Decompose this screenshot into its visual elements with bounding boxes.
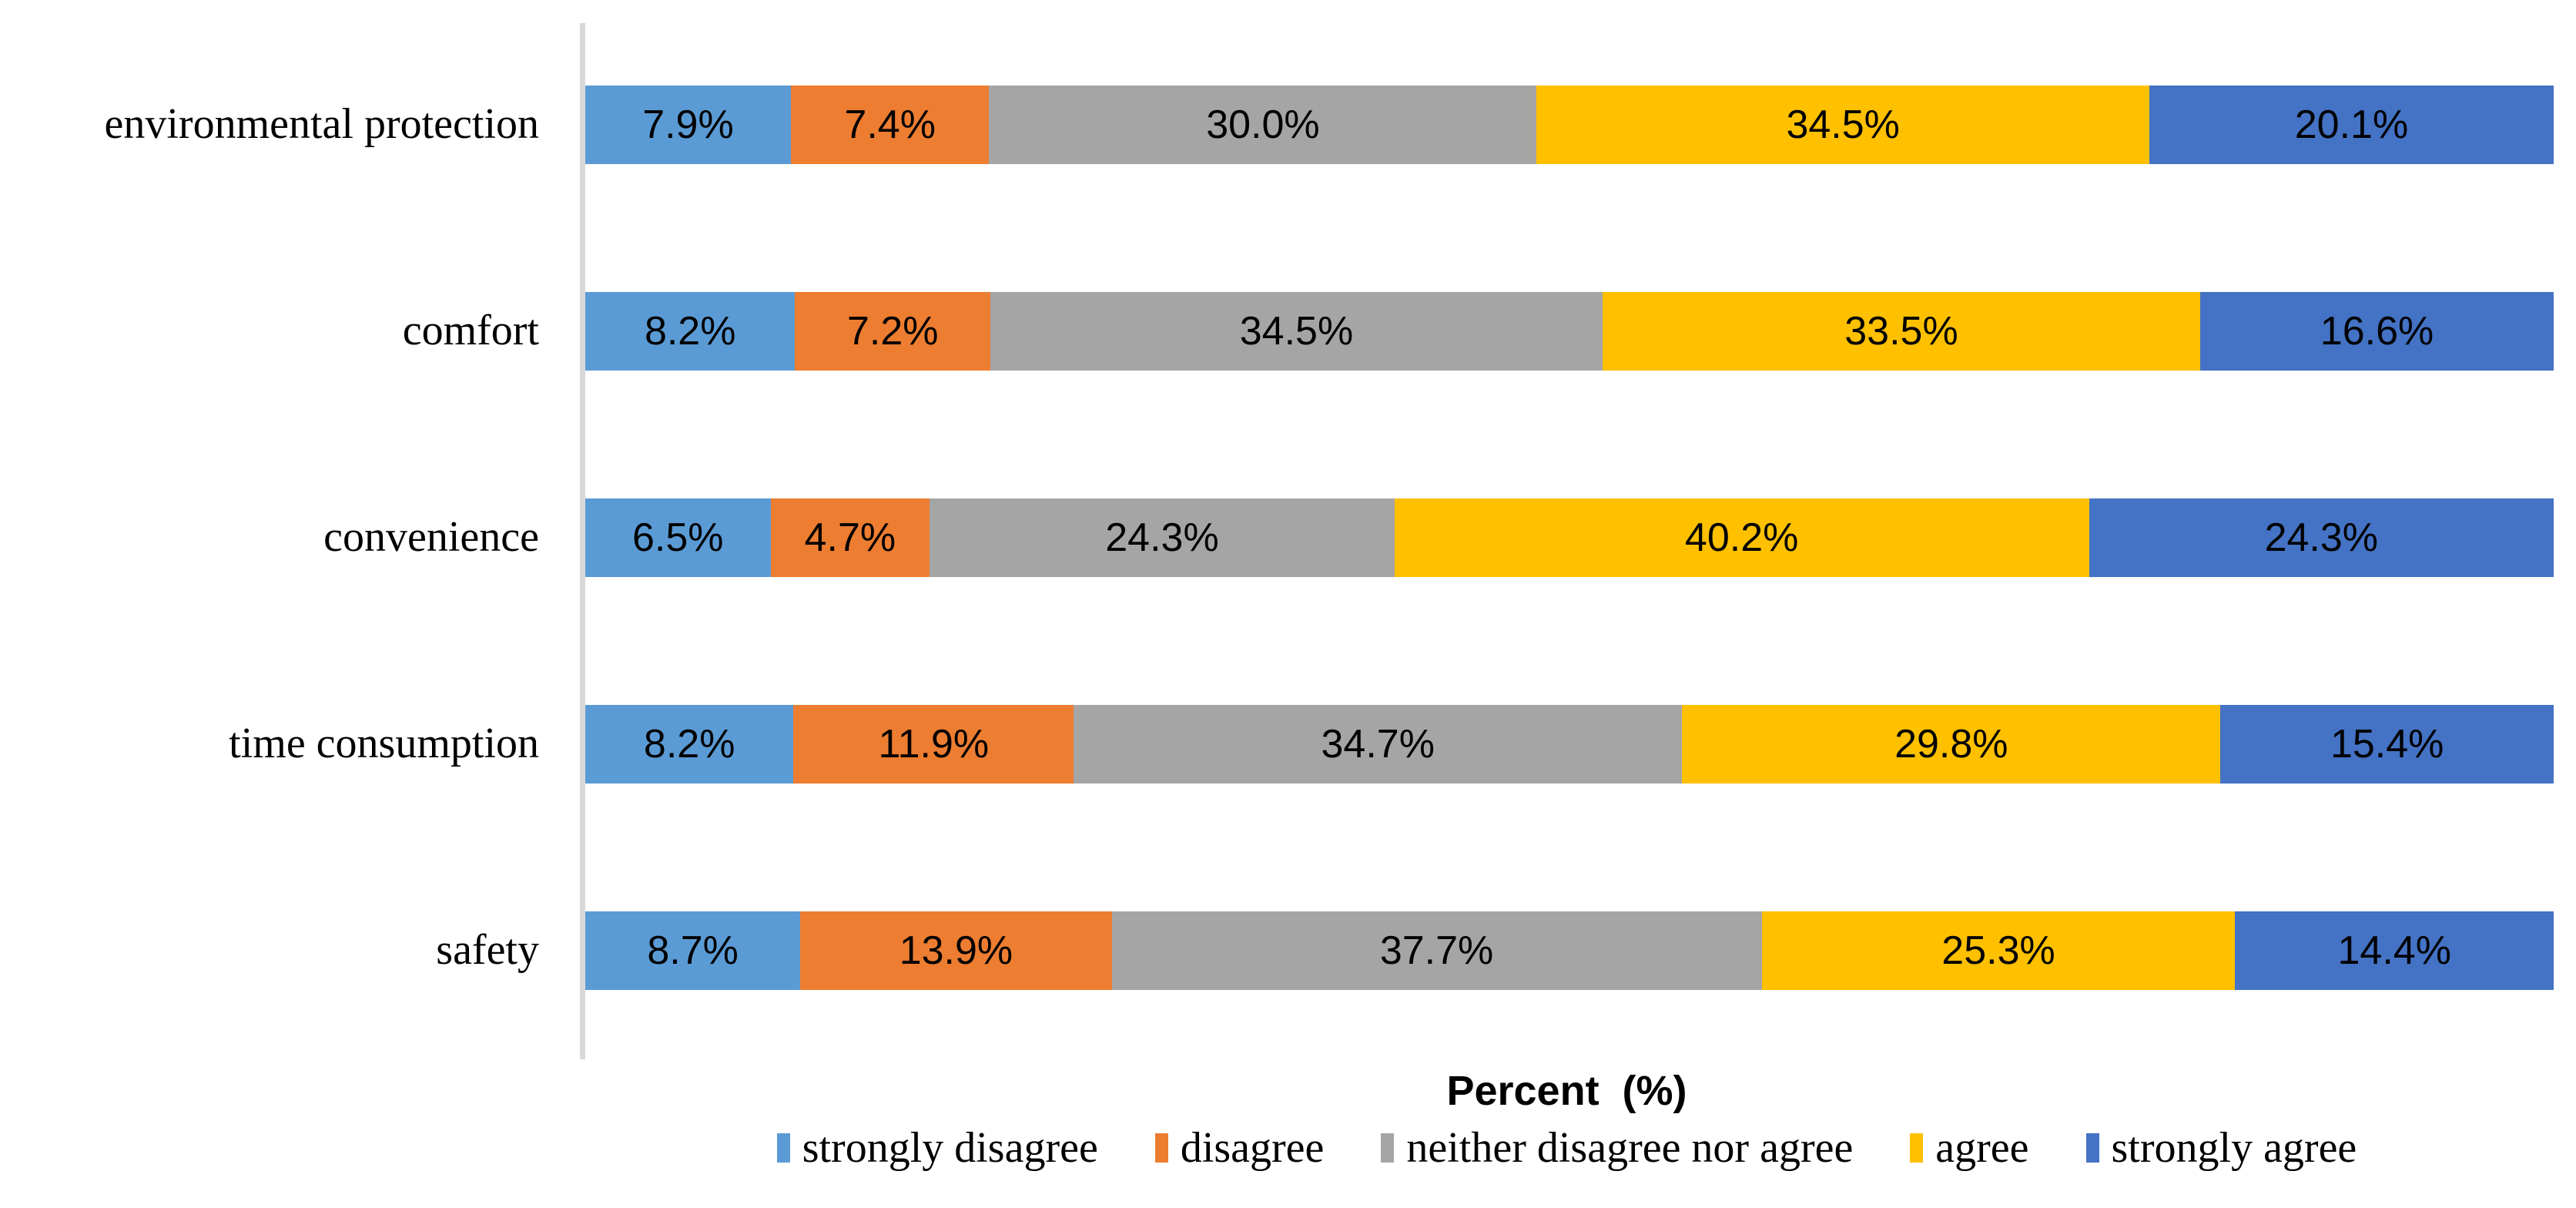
legend-swatch <box>776 1133 790 1163</box>
x-axis-title: Percent (%) <box>1446 1068 1687 1114</box>
category-label: time consumption <box>229 720 539 768</box>
legend: strongly disagree disagree neither disagre… <box>580 1123 2554 1173</box>
bar-track: 8.2% 11.9% 34.7% 29.8% 15.4% <box>585 705 2554 784</box>
data-label: 15.4% <box>2330 722 2444 767</box>
data-label: 34.7% <box>1321 722 1435 767</box>
bar-segment: 34.7% <box>1074 705 1683 784</box>
bar-segment: 8.7% <box>585 911 801 990</box>
legend-swatch <box>1154 1133 1168 1163</box>
data-label: 29.8% <box>1894 722 2008 767</box>
legend-label: neither disagree nor agree <box>1406 1124 1854 1172</box>
bar-segment: 8.2% <box>585 705 794 784</box>
data-label: 34.5% <box>1786 102 1900 147</box>
bar-segment: 15.4% <box>2220 705 2554 784</box>
bar-segment: 40.2% <box>1394 498 2089 577</box>
y-axis-line <box>580 23 585 1059</box>
bar-segment: 37.7% <box>1111 911 1762 990</box>
bar-segment: 13.9% <box>800 911 1112 990</box>
data-label: 7.4% <box>844 102 936 147</box>
bar-segment: 11.9% <box>793 705 1074 784</box>
legend-swatch <box>1381 1133 1395 1163</box>
legend-swatch <box>2085 1133 2099 1163</box>
bar-segment: 8.2% <box>585 292 796 371</box>
bar-row: environmental protection 7.9% 7.4% 30.0% 34.… <box>0 22 2554 228</box>
data-label: 30.0% <box>1206 102 1320 147</box>
data-label: 20.1% <box>2294 102 2409 147</box>
bar-track: 8.2% 7.2% 34.5% 33.5% 16.6% <box>585 292 2554 371</box>
bar-segment: 30.0% <box>989 86 1537 164</box>
legend-item: strongly agree <box>2085 1123 2357 1173</box>
bar-segment: 7.9% <box>585 86 791 164</box>
legend-item: strongly disagree <box>776 1123 1098 1173</box>
bar-row: convenience 6.5% 4.7% 24.3% 40.2% 24.3% <box>0 435 2554 641</box>
bar-segment: 7.2% <box>795 292 991 371</box>
bar-segment: 14.4% <box>2235 911 2554 990</box>
data-label: 11.9% <box>878 722 990 767</box>
bar-segment: 33.5% <box>1602 292 2201 371</box>
data-label: 8.2% <box>643 722 735 767</box>
bar-segment: 24.3% <box>930 498 1395 577</box>
data-label: 33.5% <box>1844 309 1958 354</box>
category-label: environmental protection <box>104 100 539 149</box>
bar-track: 8.7% 13.9% 37.7% 25.3% 14.4% <box>585 911 2554 990</box>
legend-label: disagree <box>1180 1124 1325 1172</box>
data-label: 24.3% <box>2264 515 2379 560</box>
bar-segment: 7.4% <box>790 86 990 164</box>
data-label: 6.5% <box>631 515 724 560</box>
bar-segment: 20.1% <box>2149 86 2554 164</box>
bar-segment: 34.5% <box>990 292 1603 371</box>
data-label: 13.9% <box>899 928 1013 973</box>
bar-segment: 6.5% <box>585 498 771 577</box>
bar-segment: 29.8% <box>1682 705 2221 784</box>
data-label: 24.3% <box>1105 515 1219 560</box>
data-label: 7.2% <box>846 309 939 354</box>
legend-swatch <box>1910 1133 1924 1163</box>
bar-segment: 34.5% <box>1536 86 2149 164</box>
category-label: convenience <box>323 513 539 562</box>
data-label: 14.4% <box>2337 928 2451 973</box>
data-label: 25.3% <box>1941 928 2055 973</box>
category-label: comfort <box>402 307 539 355</box>
data-label: 4.7% <box>804 515 896 560</box>
data-label: 16.6% <box>2320 309 2434 354</box>
data-label: 40.2% <box>1684 515 1799 560</box>
legend-label: agree <box>1935 1124 2029 1172</box>
data-label: 7.9% <box>642 102 734 147</box>
bar-row: safety 8.7% 13.9% 37.7% 25.3% 14.4% <box>0 847 2554 1054</box>
data-label: 8.2% <box>644 309 736 354</box>
data-label: 37.7% <box>1379 928 1494 973</box>
bar-segment: 24.3% <box>2089 498 2554 577</box>
bar-segment: 25.3% <box>1761 911 2236 990</box>
legend-item: neither disagree nor agree <box>1381 1123 1853 1173</box>
legend-item: disagree <box>1154 1123 1325 1173</box>
bar-track: 6.5% 4.7% 24.3% 40.2% 24.3% <box>585 498 2554 577</box>
category-label: safety <box>436 926 539 975</box>
bar-track: 7.9% 7.4% 30.0% 34.5% 20.1% <box>585 86 2554 164</box>
bar-segment: 16.6% <box>2200 292 2554 371</box>
legend-label: strongly disagree <box>802 1124 1098 1172</box>
data-label: 34.5% <box>1239 309 1354 354</box>
bar-row: time consumption 8.2% 11.9% 34.7% 29.8% 15.4% <box>0 641 2554 847</box>
bar-segment: 4.7% <box>770 498 930 577</box>
bar-row: comfort 8.2% 7.2% 34.5% 33.5% 16.6% <box>0 228 2554 435</box>
legend-item: agree <box>1910 1123 2029 1173</box>
legend-label: strongly agree <box>2111 1124 2357 1172</box>
bar-rows: environmental protection 7.9% 7.4% 30.0% 34.… <box>0 22 2554 1054</box>
data-label: 8.7% <box>647 928 739 973</box>
